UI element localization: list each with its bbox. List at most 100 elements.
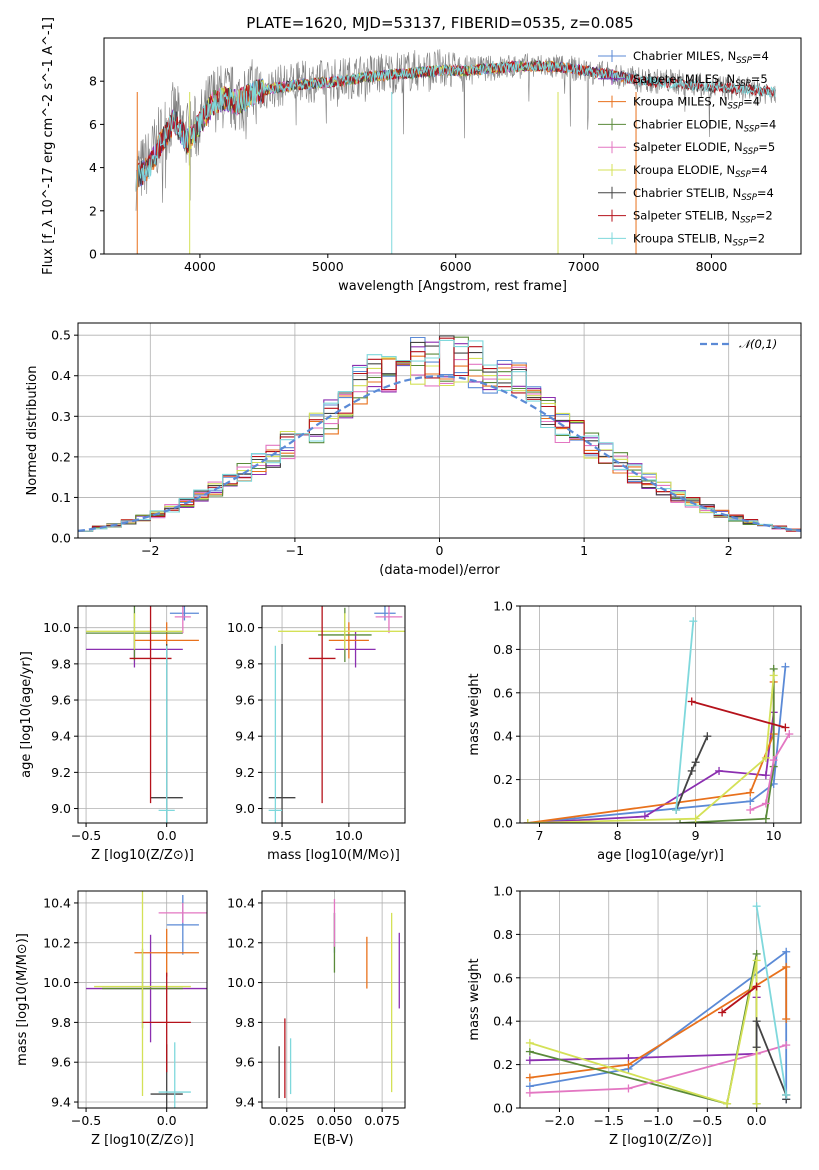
axes-frame: [519, 890, 802, 1109]
x-axis-label: mass [log10(M/M⊙)]: [267, 848, 400, 863]
axes-frame: [103, 37, 802, 255]
x-tick-label: 5000: [312, 259, 344, 274]
legend-subscript: SSP: [743, 147, 759, 157]
y-tick-label: 9.2: [51, 765, 71, 780]
residual-legend: 𝒩(0,1): [700, 337, 777, 351]
plot-area-weight_vs_Z: [525, 902, 791, 1108]
y-axis-label: mass weight: [467, 958, 482, 1040]
x-tick-label: 6000: [440, 259, 472, 274]
y-tick-label: 9.6: [51, 1055, 71, 1070]
legend-label: Salpeter STELIB, N: [633, 209, 740, 223]
x-tick-label: 0.050: [317, 1113, 353, 1128]
errorbar-kroupa-miles: [134, 928, 199, 977]
weight-line: [529, 950, 788, 1100]
plot-area-age_vs_Z: [86, 606, 199, 823]
y-tick-label: 9.4: [51, 1095, 71, 1110]
weight-series-kroupa-stelib: [672, 617, 698, 814]
axes-age_vs_Z: −0.5 0.0 9.0 9.2 9.4 9.6 9.8 10.0 Z [log10(Z/Z⊙)…: [19, 605, 208, 863]
legend-subscript: SSP: [733, 238, 749, 248]
x-tick-label: 7000: [568, 259, 600, 274]
y-tick-label: 0.4: [51, 368, 71, 383]
legend-label: Kroupa ELODIE, N: [633, 163, 735, 177]
x-tick-label: −1.0: [643, 1113, 673, 1128]
x-tick-label: 2: [725, 543, 733, 558]
legend-subscript: SSP: [744, 124, 760, 134]
weight-line: [529, 953, 758, 1105]
plot-area-mass_vs_Z: [86, 891, 207, 1108]
axes-residuals: −2 −1 0 1 2 0.0 0.1 0.2 0.3 0.4 0.5 (data-model)/er…: [25, 322, 802, 578]
legend-subscript: SSP: [736, 56, 752, 66]
errorbar-chabrier-miles: [169, 606, 199, 621]
x-axis-label: Z [log10(Z/Z⊙)]: [91, 848, 194, 863]
x-tick-label: 9: [692, 828, 700, 843]
spectrum-legend: Chabrier MILES, NSSP=4 Salpeter MILES, NS…: [598, 49, 776, 248]
x-axis-label: wavelength [Angstrom, rest frame]: [338, 279, 567, 294]
y-axis-label: Flux [f_λ 10^-17 erg cm^-2 s^-1 A^-1]: [41, 17, 56, 275]
y-tick-label: 9.4: [51, 729, 71, 744]
plot-area-age_vs_mass: [268, 606, 405, 823]
weight-line: [721, 985, 758, 1014]
y-tick-label: 0.6: [493, 685, 513, 700]
errorbar-salpeter-miles: [335, 631, 376, 668]
y-tick-label: 10.0: [227, 620, 255, 635]
y-tick-label: 9.8: [235, 656, 255, 671]
plot-area-residuals: [78, 335, 801, 532]
x-tick-label: 0: [436, 543, 444, 558]
y-tick-label: 9.8: [51, 1015, 71, 1030]
y-tick-label: 0.0: [51, 531, 71, 546]
y-tick-label: 0.5: [51, 328, 71, 343]
legend-count: =4: [743, 95, 760, 109]
x-tick-label: 10.0: [335, 828, 363, 843]
y-tick-label: 10.4: [227, 895, 255, 910]
axes-weight_vs_age: 7 8 9 10 0.0 0.2 0.4 0.6 0.8 1.0 age [log10(age/yr…: [467, 599, 802, 863]
errorbar-salpeter-stelib: [308, 606, 336, 804]
y-tick-label: 10.0: [43, 620, 71, 635]
model-spectrum-kroupa-stelib: [135, 59, 776, 192]
legend-entry: Chabrier MILES, NSSP=4: [633, 49, 769, 66]
y-tick-label: 9.8: [51, 656, 71, 671]
weight-line: [691, 700, 786, 729]
errorbar-kroupa-elodie: [86, 613, 183, 650]
y-tick-label: 0.0: [493, 1101, 513, 1116]
plot-area-weight_vs_age: [523, 617, 794, 823]
x-tick-label: 10: [766, 828, 782, 843]
x-axis-label: Z [log10(Z/Z⊙)]: [91, 1133, 194, 1148]
x-axis-label: E(B-V): [313, 1133, 353, 1148]
weight-series-salpeter-miles: [523, 708, 778, 823]
y-tick-label: 0.2: [493, 772, 513, 787]
x-tick-label: 0.0: [157, 828, 177, 843]
errorbar-kroupa-stelib: [158, 1042, 191, 1108]
weight-series-salpeter-stelib: [687, 697, 790, 732]
y-axis-label: mass [log10(M/M⊙)]: [15, 933, 30, 1066]
errorbar-salpeter-stelib: [142, 972, 191, 1073]
legend-label: Kroupa MILES, N: [633, 95, 728, 109]
y-tick-label: 0.3: [51, 409, 71, 424]
weight-series-salpeter-stelib: [718, 982, 761, 1017]
y-tick-label: 1.0: [493, 599, 513, 614]
legend-entry: Salpeter MILES, NSSP=5: [633, 72, 768, 89]
y-tick-label: 9.4: [235, 1095, 255, 1110]
weight-line: [675, 621, 695, 811]
y-tick-label: 0.8: [493, 642, 513, 657]
y-tick-label: 9.8: [235, 1015, 255, 1030]
legend-label: Salpeter ELODIE, N: [633, 140, 743, 154]
axes-mass_vs_ebv: 0.025 0.050 0.075 9.4 9.6 9.8 10.0 10.2 10.4 E(B-…: [227, 890, 406, 1148]
weight-line: [749, 733, 791, 811]
axes-mass_vs_Z: −0.5 0.0 9.4 9.6 9.8 10.0 10.2 10.4 Z [log10(Z/Z…: [15, 890, 208, 1148]
grid-weight_vs_Z: [520, 890, 801, 1109]
legend-entry: Kroupa STELIB, NSSP=2: [633, 231, 765, 248]
y-axis-label: age [log10(age/yr)]: [19, 651, 34, 778]
y-tick-label: 0.4: [493, 729, 513, 744]
legend-count: =5: [751, 72, 768, 86]
errorbar-salpeter-elodie: [158, 902, 207, 923]
y-tick-label: 6: [89, 117, 97, 132]
y-tick-label: 4: [89, 160, 97, 175]
legend-entry: Kroupa ELODIE, NSSP=4: [633, 163, 768, 180]
legend-count: =2: [756, 209, 773, 223]
y-tick-label: 0.8: [493, 927, 513, 942]
legend-label: Chabrier ELODIE, N: [633, 117, 744, 131]
weight-line: [675, 735, 709, 811]
y-tick-label: 0.2: [493, 1057, 513, 1072]
weight-line: [755, 906, 788, 1096]
grid-mass_vs_ebv: [262, 891, 405, 1108]
